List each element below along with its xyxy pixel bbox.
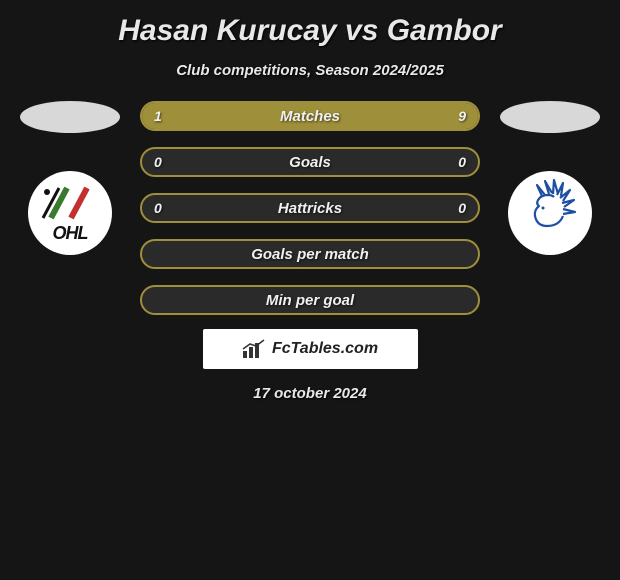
ohl-logo-text: OHL [33,223,107,244]
right-player-col [490,101,610,255]
right-player-silhouette [500,101,600,133]
stat-label: Goals [142,149,478,175]
brand-box: FcTables.com [203,329,418,369]
gent-logo-icon [513,176,587,250]
stat-bar: 19Matches [140,101,480,131]
stat-label: Matches [142,103,478,129]
ohl-logo-icon: OHL [33,176,107,250]
stat-bar: 00Goals [140,147,480,177]
date-text: 17 october 2024 [0,385,620,402]
brand-text: FcTables.com [272,340,378,358]
left-player-silhouette [20,101,120,133]
stat-label: Min per goal [142,287,478,313]
page-title: Hasan Kurucay vs Gambor [0,0,620,48]
stat-bar: Min per goal [140,285,480,315]
left-player-col: OHL [10,101,130,255]
infographic-root: Hasan Kurucay vs Gambor Club competition… [0,0,620,402]
stat-label: Hattricks [142,195,478,221]
subtitle: Club competitions, Season 2024/2025 [0,62,620,79]
stat-bar: 00Hattricks [140,193,480,223]
right-club-logo [508,171,592,255]
stat-label: Goals per match [142,241,478,267]
brand-chart-icon [242,339,268,359]
stats-bars: 19Matches 00Goals 00Hattricks Goals per mat… [140,101,480,315]
ohl-stripes-icon [41,184,91,224]
left-club-logo: OHL [28,171,112,255]
content-row: OHL 19Matches 00Goals 00Hattricks Goals per… [0,101,620,315]
stat-bar: Goals per match [140,239,480,269]
